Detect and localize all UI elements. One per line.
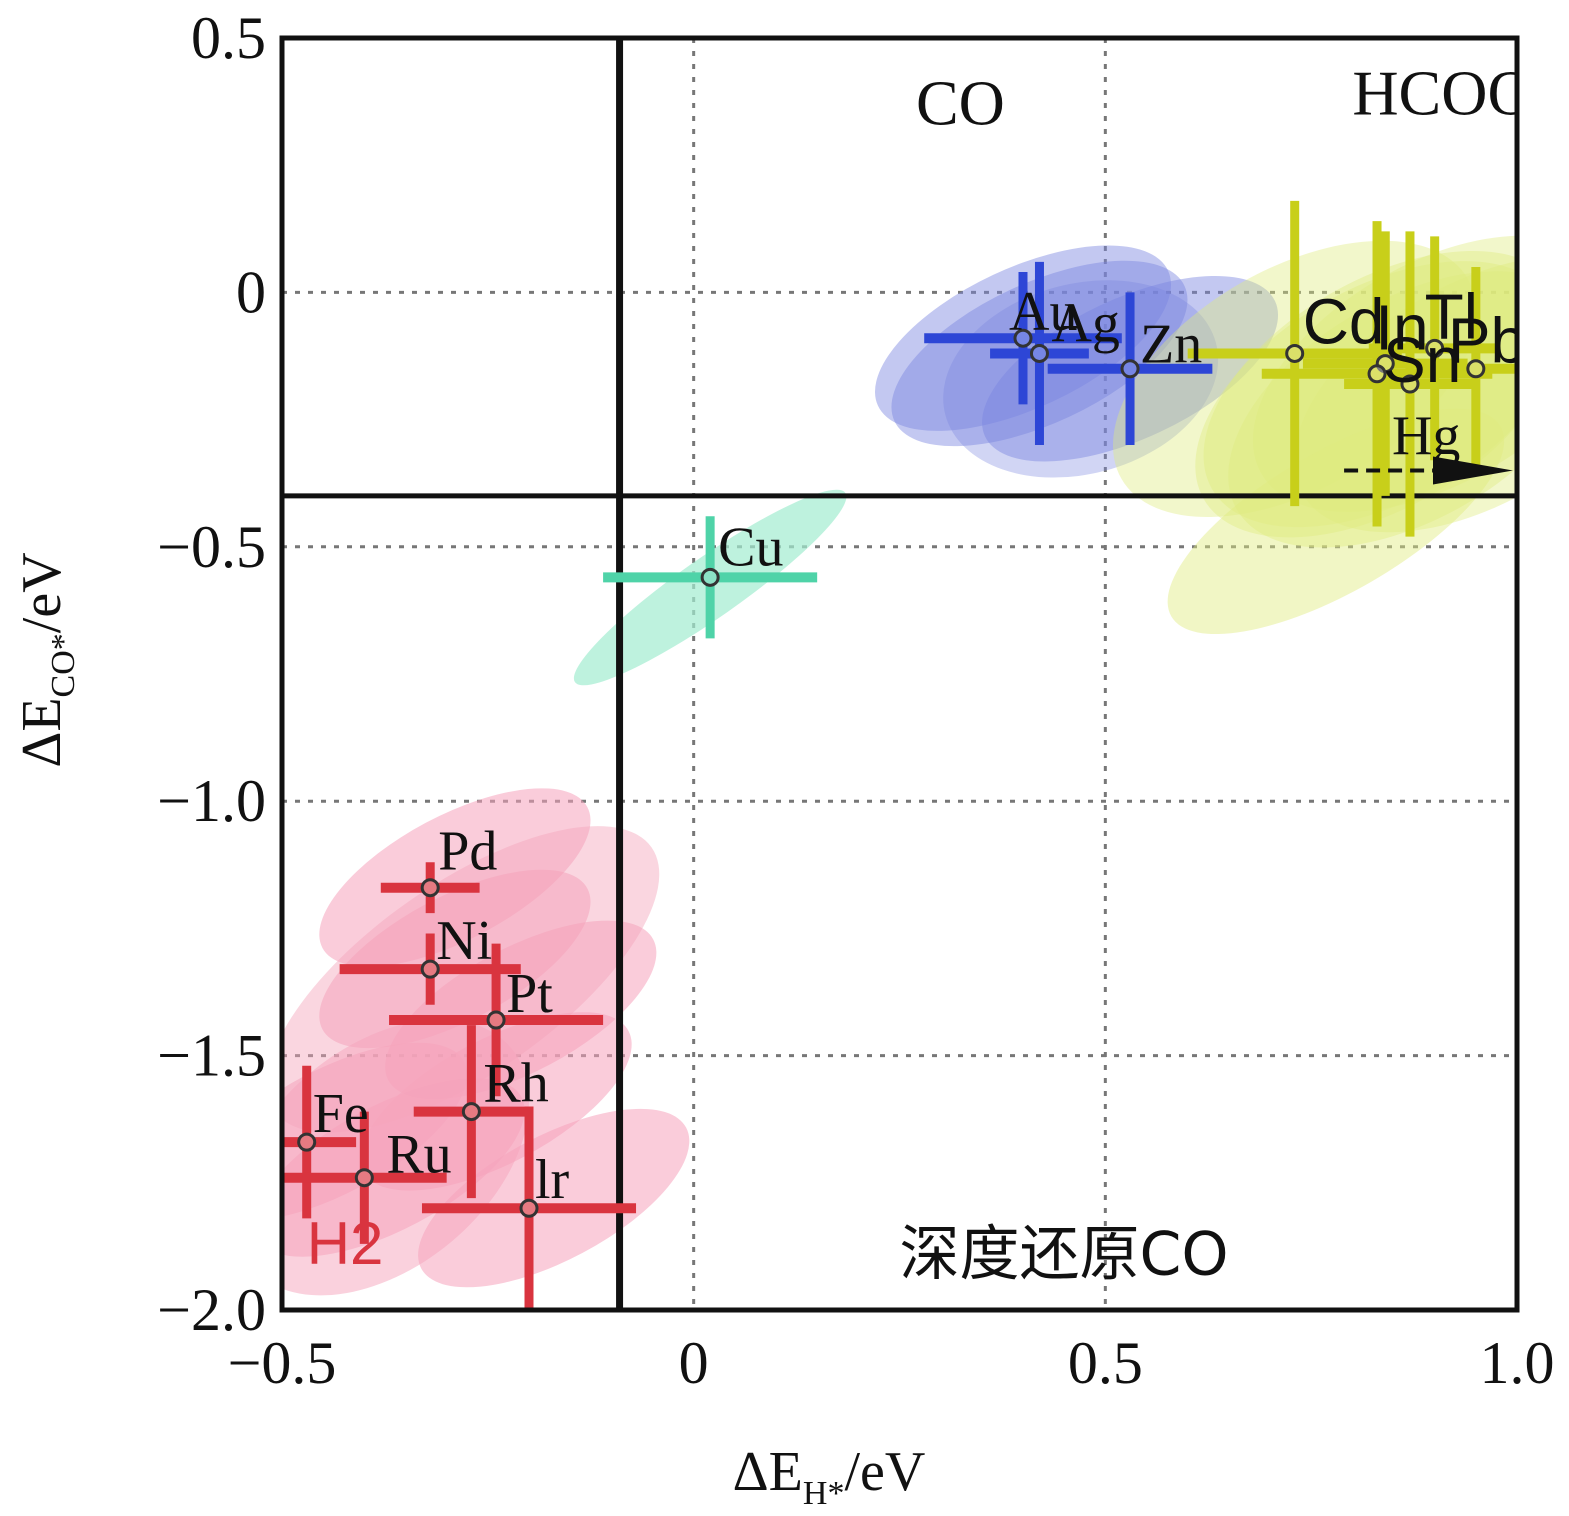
point-label-rh: Rh: [483, 1053, 548, 1115]
error-bars: [282, 200, 1517, 1310]
h2-region-blob: [319, 869, 591, 1049]
data-points: [297, 328, 1486, 1218]
x-tick-label: 1.0: [1480, 1330, 1555, 1396]
hg-arrow-head: [1433, 456, 1513, 485]
point-label-pt: Pt: [506, 963, 553, 1025]
point-pd: [420, 878, 440, 898]
x-tick-label: −0.5: [228, 1330, 337, 1396]
hcooh-region-blob: [1167, 408, 1505, 635]
x-tick-labels: −0.5 0 0.5 1.0: [228, 1330, 1555, 1396]
point-ru: [354, 1168, 374, 1188]
point-label-cd: Cd: [1303, 285, 1385, 357]
y-axis-symbol: ΔE: [11, 697, 73, 767]
point-cu: [700, 567, 720, 587]
y-tick-labels: 0.5 0 −0.5 −1.0 −1.5 −2.0: [157, 5, 266, 1343]
x-axis-symbol: ΔE: [733, 1441, 803, 1503]
point-label-hg: Hg: [1392, 405, 1460, 467]
point-label-ag: Ag: [1051, 292, 1119, 354]
x-axis-title: ΔEH*/eV: [733, 1441, 926, 1512]
y-tick-label: 0.5: [191, 5, 266, 71]
point-label-sn: Sn: [1383, 324, 1461, 396]
point-label-cu: Cu: [718, 516, 783, 578]
y-tick-label: −0.5: [157, 514, 266, 580]
y-axis-unit: /eV: [11, 552, 73, 633]
point-label-pb: Pb: [1448, 305, 1526, 377]
point-sn: [1367, 364, 1387, 384]
y-tick-label: −1.0: [157, 768, 266, 834]
point-label-lr: lr: [535, 1149, 570, 1211]
hg-arrow: [1344, 456, 1513, 485]
x-tick-label: 0.5: [1068, 1330, 1143, 1396]
point-fe: [297, 1132, 317, 1152]
point-ni: [420, 959, 440, 979]
x-axis-subscript: H*: [803, 1475, 845, 1512]
point-hg: [1400, 374, 1420, 394]
point-pt: [486, 1010, 506, 1030]
co-region-blob: [943, 280, 1219, 478]
y-tick-label: 0: [236, 259, 266, 325]
y-axis-subscript: CO*: [45, 633, 82, 697]
point-label-ru: Ru: [386, 1124, 451, 1186]
point-label-au: Au: [1009, 281, 1077, 343]
y-axis-title: ΔECO*/eV: [11, 552, 82, 767]
y-tick-label: −1.5: [157, 1023, 266, 1089]
point-ag: [1029, 343, 1049, 363]
point-label-ni: Ni: [436, 910, 492, 972]
point-label-fe: Fe: [313, 1083, 369, 1145]
point-lr: [519, 1198, 539, 1218]
point-label-zn: Zn: [1140, 314, 1202, 376]
region-label-hcooh: HCOOH: [1352, 57, 1569, 128]
region-labels: CO HCOOH 深度还原CO H2: [307, 57, 1569, 1289]
threshold-lines: [282, 38, 1517, 1310]
point-rh: [461, 1102, 481, 1122]
x-axis-unit: /eV: [844, 1441, 925, 1503]
h2-region-blob: [319, 788, 591, 967]
region-label--co: 深度还原CO: [900, 1219, 1229, 1289]
x-tick-label: 0: [679, 1330, 709, 1396]
point-zn: [1120, 359, 1140, 379]
point-pb: [1466, 359, 1486, 379]
y-tick-label: −2.0: [157, 1277, 266, 1343]
point-cd: [1285, 343, 1305, 363]
plot-frame: [279, 35, 1520, 1313]
point-tl: [1425, 338, 1445, 358]
point-label-in: In: [1375, 292, 1428, 364]
point-au: [1013, 328, 1033, 348]
point-label-tl: Tl: [1425, 280, 1478, 352]
region-label-h2: H2: [307, 1210, 384, 1277]
region-label-co: CO: [916, 67, 1005, 138]
point-label-pd: Pd: [438, 821, 497, 883]
gridlines: [282, 38, 1517, 1310]
